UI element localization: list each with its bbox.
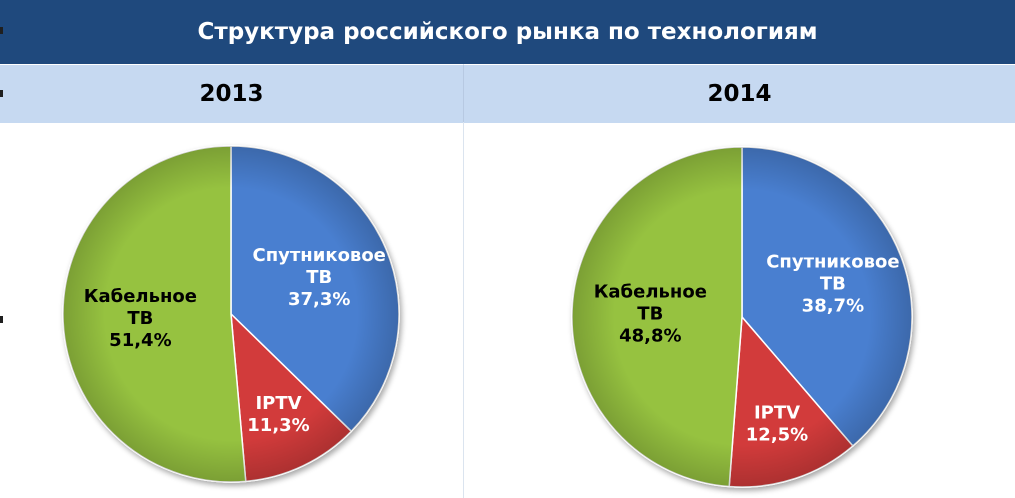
data-label-iptv-2014: 12,5%	[746, 425, 808, 446]
category-label-satellite-2014: ТВ	[820, 273, 846, 294]
category-label-cable-2014: Кабельное	[594, 282, 707, 303]
data-label-cable-2013: 51,4%	[109, 330, 171, 351]
data-label-cable-2014: 48,8%	[619, 326, 681, 347]
category-label-cable-2013: Кабельное	[84, 286, 197, 307]
chart-title: Структура российского рынка по технологи…	[0, 0, 1015, 64]
category-label-iptv-2014: IPTV	[754, 403, 800, 424]
year-header-2013: 2013	[0, 64, 464, 123]
column-divider	[463, 122, 464, 498]
edge-marker	[0, 27, 3, 34]
data-label-satellite-2013: 37,3%	[288, 289, 350, 310]
category-label-cable-2013: ТВ	[127, 308, 153, 329]
data-label-satellite-2014: 38,7%	[802, 295, 864, 316]
category-label-satellite-2013: Спутниковое	[252, 245, 385, 266]
category-label-satellite-2014: Спутниковое	[766, 251, 899, 272]
pie-shading	[63, 146, 399, 482]
edge-marker	[0, 90, 3, 97]
year-header-2014: 2014	[464, 64, 1015, 123]
category-label-satellite-2013: ТВ	[306, 267, 332, 288]
category-label-iptv-2013: IPTV	[255, 393, 301, 414]
pie-charts: СпутниковоеТВ37,3%IPTV11,3%КабельноеТВ51…	[62, 145, 913, 488]
category-label-cable-2014: ТВ	[637, 304, 663, 325]
edge-marker	[0, 316, 3, 323]
pie-shading	[572, 147, 912, 487]
data-label-iptv-2013: 11,3%	[247, 415, 309, 436]
